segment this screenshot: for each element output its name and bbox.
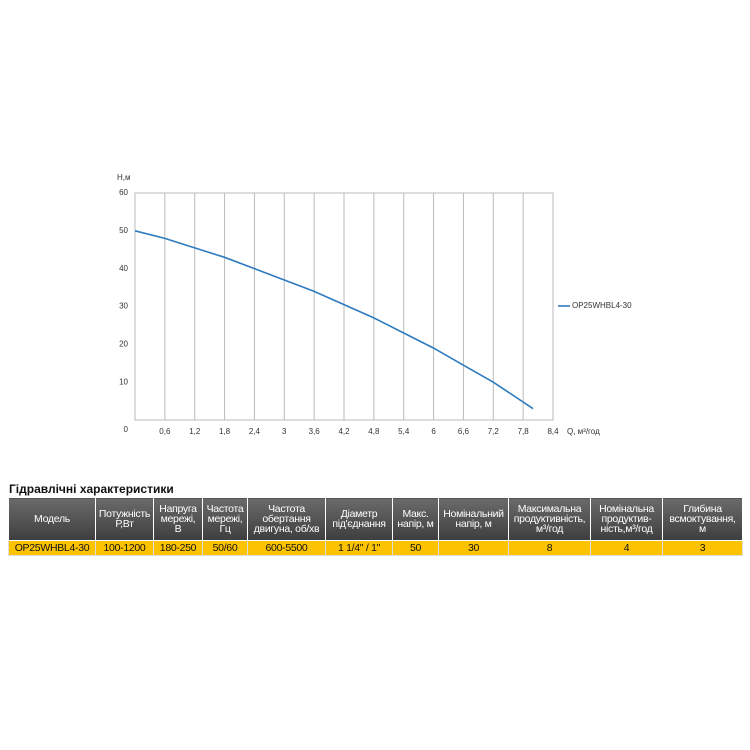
header-cell: Глибина всмоктування, м bbox=[662, 497, 743, 541]
y-tick-label: 40 bbox=[119, 264, 128, 273]
x-tick-label: 3 bbox=[282, 427, 287, 436]
x-tick-label: 7,8 bbox=[518, 427, 530, 436]
table-title: Гідравлічні характеристики bbox=[9, 482, 174, 496]
series-line bbox=[134, 230, 534, 410]
data-cell: 3 bbox=[662, 540, 743, 556]
x-tick-label: 1,2 bbox=[189, 427, 201, 436]
header-cell: Номінальна продуктив- ність,м³/год bbox=[590, 497, 663, 541]
data-cell: 50 bbox=[392, 540, 439, 556]
y-tick-label: 50 bbox=[119, 226, 128, 235]
y-tick-label: 60 bbox=[119, 188, 128, 197]
header-cell: Частота обертання двигуна, об/хв bbox=[247, 497, 326, 541]
header-cell: Діаметр під'єднання bbox=[325, 497, 393, 541]
data-cell: OP25WHBL4-30 bbox=[8, 540, 96, 556]
header-cell: Частота мережі, Гц bbox=[202, 497, 248, 541]
header-cell: Напруга мережі, В bbox=[153, 497, 203, 541]
x-tick-label: 3,6 bbox=[309, 427, 321, 436]
header-cell: Модель bbox=[8, 497, 96, 541]
x-tick-label: 6 bbox=[431, 427, 436, 436]
header-cell: Макс. напір, м bbox=[392, 497, 439, 541]
chart: H,м Q, м³/год 0 10 20 30 40 50 60 0,6 1,2 1,8 2,4 3… bbox=[117, 173, 632, 436]
y-tick-label: 20 bbox=[119, 339, 128, 348]
data-cell: 30 bbox=[438, 540, 509, 556]
header-cell: Номінальний напір, м bbox=[438, 497, 509, 541]
header-cell: Потужність Р,Вт bbox=[95, 497, 154, 541]
table: Модель Потужність Р,Вт Напруга мережі, В Ча… bbox=[8, 497, 743, 556]
table-row: Модель Потужність Р,Вт Напруга мережі, В Ча… bbox=[8, 497, 743, 541]
legend-label: OP25WHBL4-30 bbox=[572, 301, 632, 310]
header-cell: Максимальна продуктивність, м³/год bbox=[508, 497, 591, 541]
x-tick-label: 8,4 bbox=[547, 427, 559, 436]
x-tick-label: 0,6 bbox=[159, 427, 171, 436]
data-cell: 600-5500 bbox=[247, 540, 326, 556]
data-cell: 50/60 bbox=[202, 540, 248, 556]
y-tick-label: 30 bbox=[119, 302, 128, 311]
y-axis-title: H,м bbox=[117, 173, 131, 182]
y-tick-label: 0 bbox=[124, 425, 129, 434]
data-cell: 1 1/4" / 1" bbox=[325, 540, 393, 556]
data-cell: 4 bbox=[590, 540, 663, 556]
x-tick-label: 1,8 bbox=[219, 427, 231, 436]
x-tick-label: 2,4 bbox=[249, 427, 261, 436]
data-cell: 180-250 bbox=[153, 540, 203, 556]
data-cell: 100-1200 bbox=[95, 540, 154, 556]
x-tick-label: 6,6 bbox=[458, 427, 470, 436]
x-tick-label: 7,2 bbox=[488, 427, 500, 436]
table-row: OP25WHBL4-30 100-1200 180-250 50/60 600-5500… bbox=[8, 540, 743, 556]
x-tick-label: 4,2 bbox=[338, 427, 350, 436]
x-axis-title: Q, м³/год bbox=[567, 427, 600, 436]
x-tick-label: 5,4 bbox=[398, 427, 410, 436]
x-tick-label: 4,8 bbox=[368, 427, 380, 436]
y-tick-label: 10 bbox=[119, 377, 128, 386]
data-cell: 8 bbox=[508, 540, 591, 556]
